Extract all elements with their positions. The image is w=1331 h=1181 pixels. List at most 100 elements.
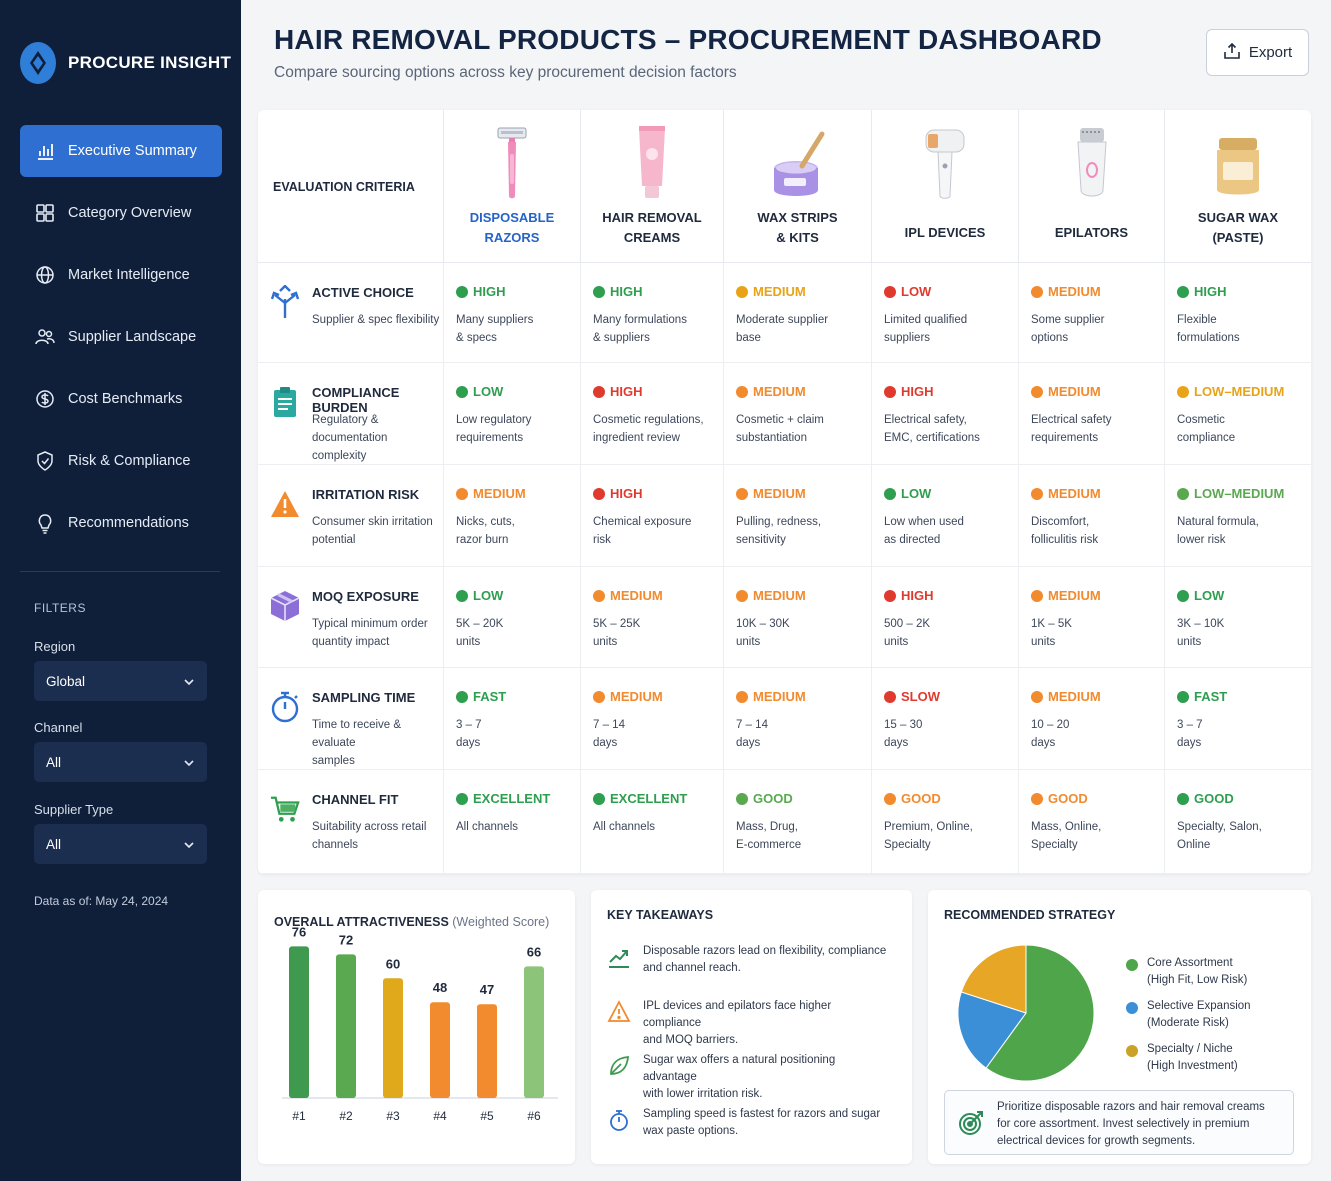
rating-cell[interactable]: HIGH Cosmetic regulations, ingredient revi… [580, 363, 723, 464]
product-column-sugar-wax[interactable]: SUGAR WAX (PASTE) [1164, 110, 1311, 263]
rating-cell[interactable]: FAST 3 – 7 days [1164, 668, 1311, 769]
nav-item-category-overview[interactable]: Category Overview [20, 187, 222, 239]
rating-cell[interactable]: GOOD Mass, Online, Specialty [1018, 770, 1164, 873]
pie-slice-2[interactable] [960, 944, 1027, 1014]
nav-item-cost-benchmarks[interactable]: Cost Benchmarks [20, 373, 222, 425]
export-label: Export [1248, 44, 1293, 61]
bar-2[interactable] [336, 954, 356, 1098]
rating-cell[interactable]: EXCELLENT All channels [443, 770, 580, 873]
rating-cell[interactable]: MEDIUM 10 – 20 days [1018, 668, 1164, 769]
rating-desc-line2: units [1031, 636, 1056, 648]
rating-desc-line1: 3 – 7 [1177, 719, 1203, 731]
rating-desc-line2: units [884, 636, 909, 648]
rating-level: FAST [1194, 689, 1228, 704]
region-select[interactable]: Global [34, 661, 207, 701]
nav-item-executive-summary[interactable]: Executive Summary [20, 125, 222, 177]
rating-cell[interactable]: LOW Low regulatory requirements [443, 363, 580, 464]
supplier-type-select[interactable]: All [34, 824, 207, 864]
product-column-hair-removal-creams[interactable]: HAIR REMOVAL CREAMS [580, 110, 723, 263]
rating-cell[interactable]: MEDIUM Moderate supplier base [723, 263, 871, 362]
rating-cell[interactable]: MEDIUM 7 – 14 days [580, 668, 723, 769]
strategy-card: RECOMMENDED STRATEGY Core Assortment (Hig… [928, 890, 1311, 1164]
nav-item-risk-compliance[interactable]: Risk & Compliance [20, 435, 222, 487]
rating-level: HIGH [473, 284, 506, 299]
rating-cell[interactable]: MEDIUM Some supplier options [1018, 263, 1164, 362]
product-name-line1: HAIR REMOVAL [602, 210, 702, 225]
rating-cell[interactable]: MEDIUM 5K – 25K units [580, 567, 723, 667]
bar-3[interactable] [383, 978, 403, 1098]
pie-slice-1[interactable] [958, 991, 1027, 1069]
bar-1[interactable] [289, 946, 309, 1098]
rating-desc-line1: Mass, Drug, [736, 821, 798, 833]
rating-cell[interactable]: HIGH Many formulations & suppliers [580, 263, 723, 362]
status-dot-icon [736, 589, 748, 602]
status-dot-icon [456, 792, 468, 805]
rating-cell[interactable]: SLOW 15 – 30 days [871, 668, 1018, 769]
criteria-desc-line1: Suitability across retail [312, 821, 427, 833]
bar-category-label: #5 [480, 1109, 494, 1123]
rating-desc-line1: Many suppliers [456, 314, 534, 326]
rating-cell[interactable]: LOW–MEDIUM Cosmetic compliance [1164, 363, 1311, 464]
page-title: HAIR REMOVAL PRODUCTS – PROCUREMENT DASH… [274, 24, 1102, 55]
nav-item-market-intelligence[interactable]: Market Intelligence [20, 249, 222, 301]
nav-item-supplier-landscape[interactable]: Supplier Landscape [20, 311, 222, 363]
rating-cell[interactable]: MEDIUM Discomfort, folliculitis risk [1018, 465, 1164, 566]
bar-6[interactable] [524, 966, 544, 1098]
rating-desc-line2: days [1177, 737, 1202, 749]
takeaway-line1: Sugar wax offers a natural positioning a… [643, 1054, 836, 1083]
product-column-wax-strips[interactable]: WAX STRIPS & KITS [723, 110, 871, 263]
rating-cell[interactable]: LOW 3K – 10K units [1164, 567, 1311, 667]
rating-cell[interactable]: HIGH Chemical exposure risk [580, 465, 723, 566]
brand[interactable]: PROCURE INSIGHT [20, 42, 231, 84]
rating-cell[interactable]: MEDIUM Nicks, cuts, razor burn [443, 465, 580, 566]
nav-item-recommendations[interactable]: Recommendations [20, 497, 222, 549]
rating-description: Natural formula, lower risk [1177, 513, 1292, 549]
criteria-desc-line1: Supplier & spec flexibility [312, 314, 440, 326]
rating-cell[interactable]: MEDIUM 7 – 14 days [723, 668, 871, 769]
criteria-desc-line1: Typical minimum order [312, 618, 428, 630]
rating-cell[interactable]: HIGH 500 – 2K units [871, 567, 1018, 667]
channel-select[interactable]: All [34, 742, 207, 782]
rating-cell[interactable]: EXCELLENT All channels [580, 770, 723, 873]
bar-4[interactable] [430, 1002, 450, 1098]
pie-slice-0[interactable] [985, 944, 1095, 1082]
rating-cell[interactable]: HIGH Electrical safety, EMC, certification… [871, 363, 1018, 464]
product-column-epilators[interactable]: EPILATORS [1018, 110, 1164, 263]
rating-cell[interactable]: HIGH Flexible formulations [1164, 263, 1311, 362]
rating-cell[interactable]: MEDIUM 1K – 5K units [1018, 567, 1164, 667]
rating-cell[interactable]: MEDIUM Pulling, redness, sensitivity [723, 465, 871, 566]
product-column-disposable-razors[interactable]: DISPOSABLE RAZORS [443, 110, 580, 263]
rating-cell[interactable]: LOW–MEDIUM Natural formula, lower risk [1164, 465, 1311, 566]
rating-cell[interactable]: FAST 3 – 7 days [443, 668, 580, 769]
rating-desc-line1: Flexible [1177, 314, 1217, 326]
export-button[interactable]: Export [1206, 29, 1309, 76]
rating-desc-line2: Specialty [1031, 839, 1078, 851]
rating-level: MEDIUM [1048, 284, 1101, 299]
status-dot-icon [1177, 690, 1189, 703]
status-dot-icon [1177, 487, 1189, 500]
bar-5[interactable] [477, 1004, 497, 1098]
strategy-pie-chart [958, 944, 1095, 1082]
product-column-ipl-devices[interactable]: IPL DEVICES [871, 110, 1018, 263]
rating-description: Cosmetic compliance [1177, 411, 1292, 447]
rating-cell[interactable]: LOW Low when used as directed [871, 465, 1018, 566]
legend-dot [1126, 1002, 1138, 1014]
rating-cell[interactable]: MEDIUM 10K – 30K units [723, 567, 871, 667]
rating-level: GOOD [753, 791, 793, 806]
rating-cell[interactable]: GOOD Premium, Online, Specialty [871, 770, 1018, 873]
rating-description: Cosmetic + claim substantiation [736, 411, 851, 447]
rating-cell[interactable]: MEDIUM Electrical safety requirements [1018, 363, 1164, 464]
rating-cell[interactable]: LOW 5K – 20K units [443, 567, 580, 667]
rating-description: All channels [456, 818, 571, 836]
rating-desc-line2: EMC, certifications [884, 432, 980, 444]
rating-cell[interactable]: HIGH Many suppliers & specs [443, 263, 580, 362]
rating-description: 7 – 14 days [593, 716, 708, 752]
rating-cell[interactable]: GOOD Mass, Drug, E-commerce [723, 770, 871, 873]
rating-cell[interactable]: GOOD Specialty, Salon, Online [1164, 770, 1311, 873]
status-dot-icon [1177, 385, 1189, 398]
rating-label: MEDIUM [736, 486, 806, 501]
rating-cell[interactable]: MEDIUM Cosmetic + claim substantiation [723, 363, 871, 464]
attractiveness-bar-chart: 76 #1 72 #2 60 #3 48 #4 47 #5 66 #6 [282, 924, 558, 1123]
rating-desc-line1: Pulling, redness, [736, 516, 822, 528]
rating-cell[interactable]: LOW Limited qualified suppliers [871, 263, 1018, 362]
